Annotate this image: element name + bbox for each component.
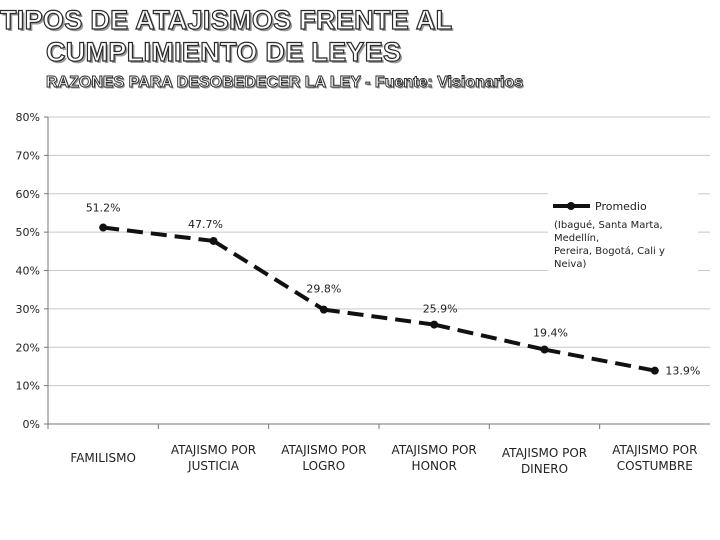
series-promedio xyxy=(99,223,659,375)
series-segment xyxy=(544,347,656,373)
data-point xyxy=(430,320,439,329)
legend-note-line: Pereira, Bogotá, Cali y xyxy=(554,245,665,257)
x-tick-label-line: ATAJISMO POR xyxy=(281,443,366,457)
y-tick-label: 60% xyxy=(16,188,40,201)
y-tick-label: 30% xyxy=(16,303,40,316)
data-label: 29.8% xyxy=(306,283,341,296)
legend-label: Promedio xyxy=(595,200,647,213)
legend-note-line: Medellín, xyxy=(554,232,599,244)
series-segment xyxy=(102,225,214,243)
legend-note-line: (Ibagué, Santa Marta, xyxy=(554,219,663,231)
chart-title: TIPOS DE ATAJISMOS FRENTE AL CUMPLIMIENT… xyxy=(0,4,453,68)
series-segment xyxy=(323,307,435,327)
chart-title-line2: CUMPLIMIENTO DE LEYES xyxy=(45,36,402,67)
data-label: 51.2% xyxy=(86,202,121,215)
x-tick-label: ATAJISMO POR JUSTICIA xyxy=(171,443,256,473)
data-point xyxy=(209,236,218,245)
x-tick-label-line: ATAJISMO POR xyxy=(392,443,477,457)
x-tick-label-line: ATAJISMO POR xyxy=(171,443,256,457)
x-tick-label-line: HONOR xyxy=(412,459,457,473)
x-tick-label: ATAJISMO POR LOGRO xyxy=(281,443,366,473)
data-label: 47.7% xyxy=(188,218,223,231)
legend: Promedio (Ibagué, Santa Marta, Medellín, Pe… xyxy=(553,200,665,270)
y-tick-label: 0% xyxy=(23,418,40,431)
x-tick-label: ATAJISMO POR COSTUMBRE xyxy=(612,443,697,473)
y-tick-label: 70% xyxy=(16,149,40,162)
x-tick-label-line: FAMILISMO xyxy=(70,451,136,465)
y-tick-label: 80% xyxy=(16,111,40,124)
series-segment xyxy=(433,322,545,352)
x-tick-label: FAMILISMO xyxy=(70,451,136,465)
y-tick-label: 40% xyxy=(16,265,40,278)
y-axis: 0% 10% 20% 30% 40% 50% 60% 70% 80% xyxy=(16,111,49,431)
x-tick-label-line: ATAJISMO POR xyxy=(502,446,587,460)
data-point xyxy=(540,345,549,354)
y-tick-label: 10% xyxy=(16,380,40,393)
series-segment xyxy=(212,239,325,312)
legend-swatch-marker xyxy=(567,202,575,210)
y-tick-label: 20% xyxy=(16,341,40,354)
data-label: 19.4% xyxy=(533,327,568,340)
x-tick-label-line: LOGRO xyxy=(302,459,345,473)
data-point xyxy=(99,223,108,232)
chart-subtitle: RAZONES PARA DESOBEDECER LA LEY - Fuente… xyxy=(46,74,524,92)
data-label: 25.9% xyxy=(423,303,458,316)
x-tick-label-line: DINERO xyxy=(521,462,568,476)
data-labels: 51.2% 47.7% 29.8% 25.9% 19.4% 13.9% xyxy=(86,202,701,378)
legend-note: (Ibagué, Santa Marta, Medellín, Pereira, B… xyxy=(554,219,665,270)
x-tick-label-line: ATAJISMO POR xyxy=(612,443,697,457)
legend-note-line: Neiva) xyxy=(554,259,586,270)
data-point xyxy=(319,305,328,314)
x-tick-label: ATAJISMO POR DINERO xyxy=(502,446,587,476)
x-tick-label-line: COSTUMBRE xyxy=(617,459,693,473)
data-label: 13.9% xyxy=(665,365,700,378)
y-tick-label: 50% xyxy=(16,226,40,239)
x-tick-label-line: JUSTICIA xyxy=(187,459,240,473)
x-tick-label: ATAJISMO POR HONOR xyxy=(392,443,477,473)
data-point xyxy=(650,366,659,375)
chart-title-line1: TIPOS DE ATAJISMOS FRENTE AL xyxy=(0,4,453,35)
